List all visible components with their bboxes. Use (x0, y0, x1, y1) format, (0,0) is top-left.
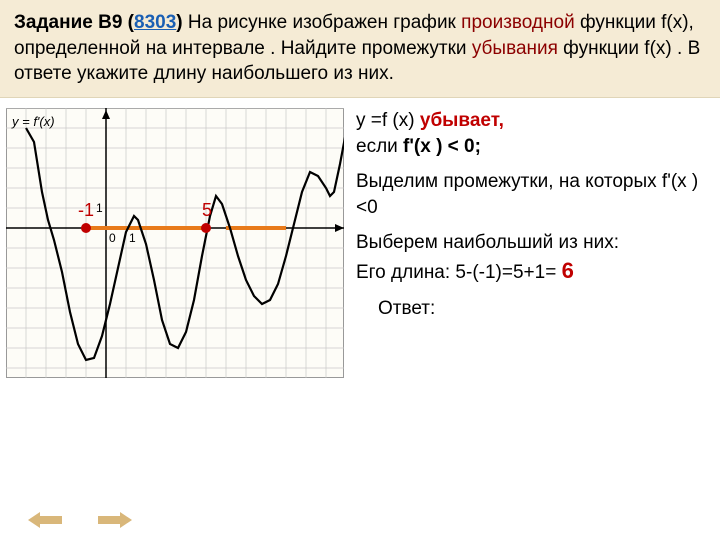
task-text: Задание B9 (8303) На рисунке изображен г… (14, 10, 706, 87)
overlay-label-5: 5 (202, 200, 212, 221)
task-t4: убывания (472, 38, 558, 59)
sol-2a: если (356, 136, 403, 157)
overlay-label-neg1: -1 (78, 200, 94, 221)
graph-svg: y = f'(x)01121 (6, 108, 344, 378)
solution-line4: Выберем наибольший из них: Его длина: 5-… (356, 230, 714, 285)
solution-column: y =f (x) убывает, если f'(x ) < 0; Выдел… (350, 108, 714, 378)
body-area: y = f'(x)01121 -1 5 y =f (x) убывает, ес… (0, 98, 720, 378)
prev-arrow[interactable] (28, 512, 62, 528)
sol-2b: f'(x ) < 0; (403, 136, 481, 157)
task-t1: На рисунке изображен график (183, 12, 462, 33)
svg-text:1: 1 (129, 231, 136, 245)
graph-container: y = f'(x)01121 -1 5 (6, 108, 344, 378)
svg-text:0: 0 (109, 231, 116, 245)
task-box: Задание B9 (8303) На рисунке изображен г… (0, 0, 720, 98)
sol-1b: убывает, (420, 110, 504, 131)
sol-1a: y =f (x) (356, 110, 420, 131)
sol-ans: 6 (562, 258, 574, 283)
svg-text:1: 1 (96, 201, 103, 215)
nav-arrows (28, 512, 132, 528)
answer-label: Ответ: (378, 296, 714, 322)
task-link[interactable]: 8303 (134, 12, 176, 33)
graph-column: y = f'(x)01121 -1 5 (6, 108, 344, 378)
task-t2: производной (461, 12, 575, 33)
sol-4b: Его длина: 5-(-1)=5+1= (356, 262, 562, 283)
solution-line3: Выделим промежутки, на которых f'(x )<0 (356, 169, 714, 220)
solution-line1: y =f (x) убывает, если f'(x ) < 0; (356, 108, 714, 159)
next-arrow[interactable] (98, 512, 132, 528)
sol-4a: Выберем наибольший из них: (356, 232, 619, 253)
task-prefix: Задание B9 ( (14, 12, 134, 33)
svg-text:y = f'(x): y = f'(x) (11, 114, 55, 129)
